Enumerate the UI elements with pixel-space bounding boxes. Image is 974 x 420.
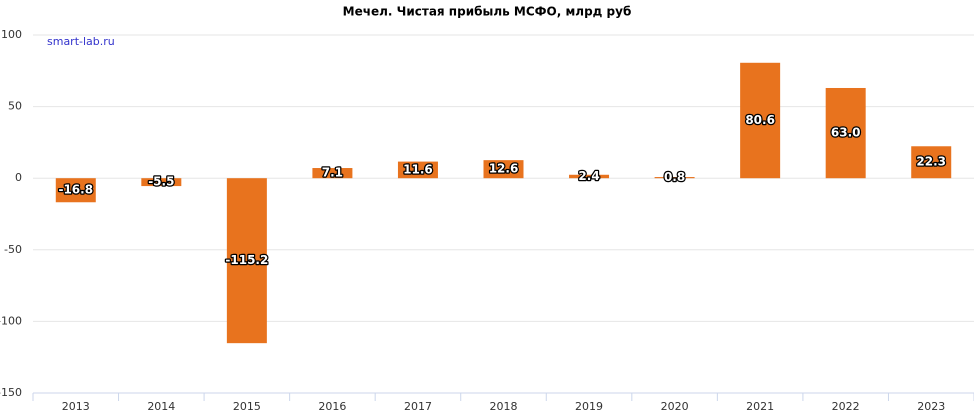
bar (825, 87, 866, 179)
bar (55, 178, 96, 203)
x-tick-label: 2021 (746, 400, 774, 413)
y-tick-label: 0 (15, 171, 22, 184)
y-tick-label: -50 (4, 243, 22, 256)
bar (141, 178, 182, 187)
x-tick-label: 2023 (917, 400, 945, 413)
x-tick-label: 2020 (661, 400, 689, 413)
bar (226, 178, 267, 344)
bar (569, 174, 610, 179)
x-tick-label: 2018 (490, 400, 518, 413)
value-label: 11.6 (403, 162, 433, 176)
value-label: 7.1 (322, 166, 343, 180)
value-label: 0.8 (664, 170, 685, 184)
x-tick-label: 2017 (404, 400, 432, 413)
bar (654, 177, 695, 179)
bar (397, 161, 438, 179)
x-tick-label: 2013 (62, 400, 90, 413)
watermark: smart-lab.ru (47, 35, 115, 48)
value-label: 80.6 (745, 113, 775, 127)
x-tick-label: 2014 (147, 400, 175, 413)
y-tick-label: 50 (8, 100, 22, 113)
bar (740, 62, 781, 179)
value-label: 2.4 (578, 169, 599, 183)
y-tick-label: -150 (0, 386, 22, 399)
chart-title: Мечел. Чистая прибыль МСФО, млрд руб (343, 5, 632, 19)
bar (312, 168, 353, 179)
bar (483, 160, 524, 179)
value-label: -16.8 (58, 183, 93, 197)
x-tick-label: 2016 (318, 400, 346, 413)
value-label: -5.5 (148, 175, 174, 189)
y-tick-label: 100 (1, 28, 22, 41)
value-label: 12.6 (489, 162, 519, 176)
x-tick-label: 2015 (233, 400, 261, 413)
value-label: 63.0 (831, 126, 861, 140)
bar (911, 146, 952, 179)
y-tick-label: -100 (0, 314, 22, 327)
value-label: 22.3 (916, 155, 946, 169)
value-label: -115.2 (225, 253, 268, 267)
x-tick-label: 2022 (832, 400, 860, 413)
x-tick-label: 2019 (575, 400, 603, 413)
